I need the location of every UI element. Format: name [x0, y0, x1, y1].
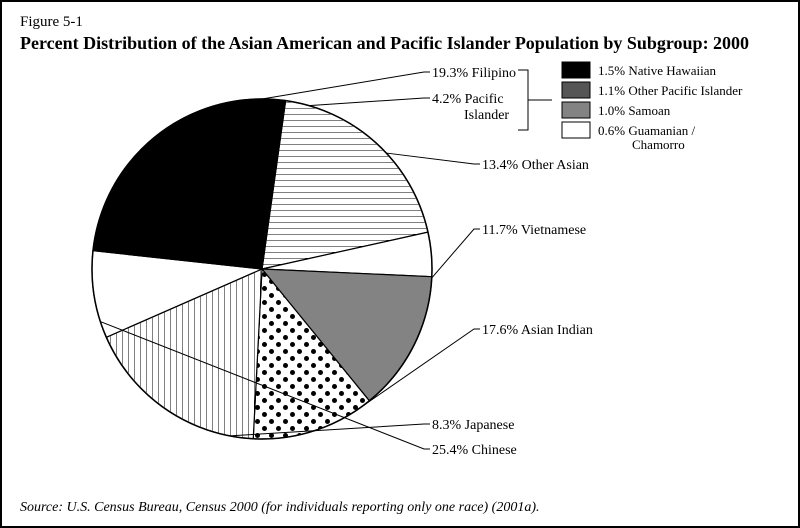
- figure-frame: Figure 5-1 Percent Distribution of the A…: [0, 0, 800, 528]
- label-other_asian: 13.4% Other Asian: [482, 158, 589, 173]
- legend: 1.5% Native Hawaiian 1.1% Other Pacific I…: [518, 62, 743, 152]
- slice-chinese: [93, 99, 285, 269]
- legend-swatch-0: [562, 62, 590, 78]
- legend-swatch-1: [562, 82, 590, 98]
- leader-pacific_islander: [309, 98, 430, 106]
- legend-swatch-3: [562, 122, 590, 138]
- label-vietnamese: 11.7% Vietnamese: [482, 223, 586, 238]
- source-citation: Source: U.S. Census Bureau, Census 2000 …: [20, 500, 540, 516]
- leader-vietnamese: [432, 229, 480, 278]
- pie-chart: 19.3% Filipino 4.2% PacificIslander 13.4% …: [2, 54, 800, 474]
- legend-label-1: 1.1% Other Pacific Islander: [598, 83, 743, 98]
- legend-label-2: 1.0% Samoan: [598, 103, 671, 118]
- legend-swatch-2: [562, 102, 590, 118]
- label-chinese: 25.4% Chinese: [432, 443, 517, 458]
- figure-number: Figure 5-1: [20, 14, 780, 31]
- label-asian_indian: 17.6% Asian Indian: [482, 323, 593, 338]
- figure-title: Percent Distribution of the Asian Americ…: [20, 33, 780, 54]
- leader-filipino: [262, 72, 430, 99]
- legend-label-0: 1.5% Native Hawaiian: [598, 63, 717, 78]
- leader-other_asian: [386, 153, 480, 164]
- legend-label-3: 0.6% Guamanian /Chamorro: [598, 123, 696, 152]
- label-pacific_islander: 4.2% PacificIslander: [432, 92, 509, 123]
- label-japanese: 8.3% Japanese: [432, 418, 514, 433]
- label-filipino: 19.3% Filipino: [432, 66, 516, 81]
